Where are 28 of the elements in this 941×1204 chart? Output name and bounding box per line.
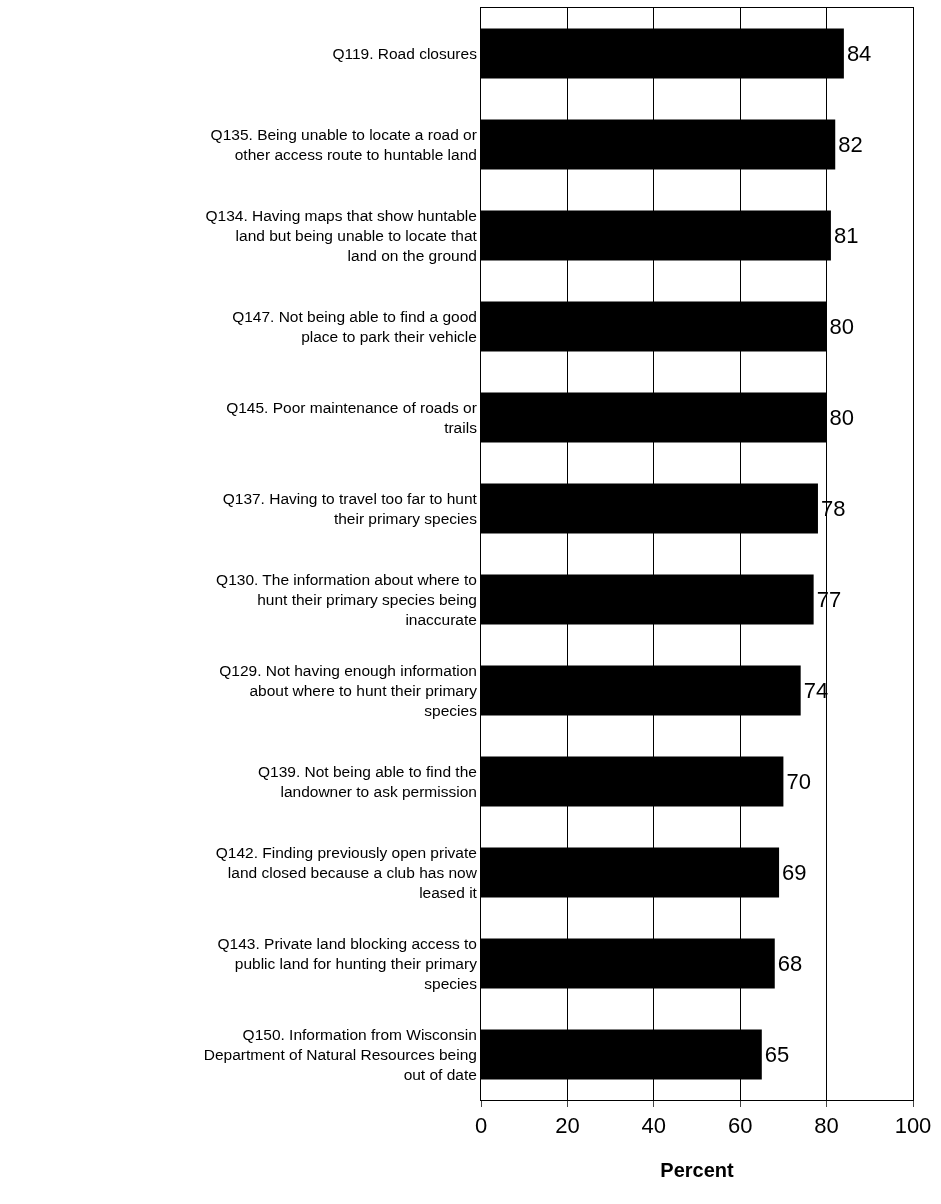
data-label: 65 (764, 1042, 790, 1068)
y-tick-label: Q145. Poor maintenance of roads or trails (226, 398, 478, 436)
y-tick-label: Q142. Finding previously open private land closed because a club has now leased it (215, 843, 478, 902)
y-tick-label: Q129. Not having enough information about where to hunt their primary species (219, 661, 478, 720)
y-tick-label: Q137. Having to travel too far to hunt their primary species (222, 489, 478, 527)
y-tick-label: Q130. The information about where to hunt their primary species being inaccurate (216, 570, 477, 629)
x-axis-title: Percent (660, 1158, 735, 1181)
y-tick-label: Q150. Information from Wisconsin Department of Natural Resources being out of date (203, 1025, 477, 1084)
data-label: 69 (782, 860, 807, 886)
y-tick-label: Q135. Being unable to locate a road or other access route to huntable land (210, 125, 477, 163)
y-tick-label: Q143. Private land blocking access to public land for hunting their primary species (217, 934, 478, 993)
y-tick-label: Q147. Not being able to find a good place to park their vehicle (232, 307, 477, 345)
x-tick-label: 80 (814, 1113, 839, 1139)
y-tick-label: Q139. Not being able to find the landowner to ask permission (258, 762, 477, 800)
x-tick-label: 0 (474, 1113, 488, 1139)
data-label: 70 (786, 769, 811, 795)
x-tick-label: 20 (555, 1113, 580, 1139)
x-tick-label: 40 (641, 1113, 667, 1139)
data-label: 81 (833, 223, 859, 249)
data-label: 82 (838, 132, 863, 157)
x-tick-label: 60 (727, 1113, 753, 1139)
data-label: 68 (777, 951, 803, 977)
data-label: 80 (829, 314, 855, 340)
y-tick-label: Q134. Having maps that show huntable land but being unable to locate that land on the ground (205, 206, 478, 265)
data-label: 80 (829, 405, 855, 431)
data-label: 84 (846, 41, 872, 66)
y-tick-label: Q119. Road closures (332, 44, 478, 62)
x-tick-label: 100 (894, 1113, 932, 1139)
